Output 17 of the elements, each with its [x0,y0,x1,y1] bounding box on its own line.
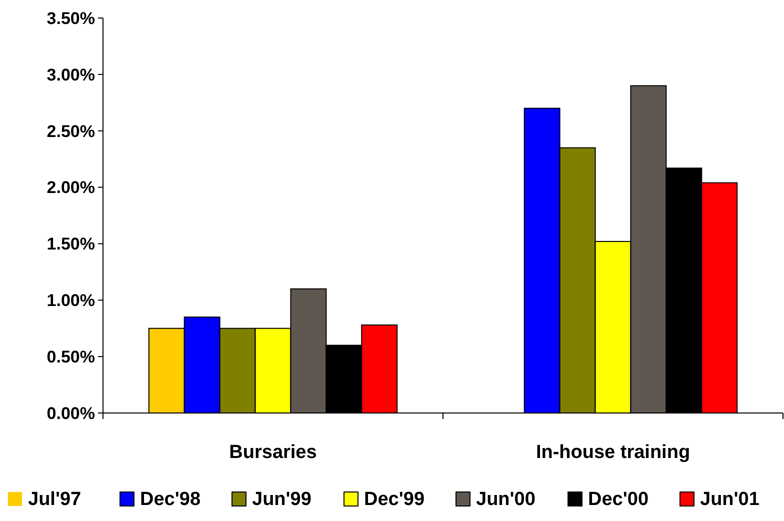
y-tick-label: 0.50% [46,348,95,367]
legend-label: Dec'98 [140,489,201,510]
legend-label: Jun'99 [252,489,312,510]
y-tick-label: 0.00% [46,404,95,423]
y-tick-label: 1.50% [46,234,95,254]
y-tick-label: 1.00% [46,291,95,310]
y-tick-label: 3.00% [46,65,95,84]
legend-label: Dec'00 [588,489,649,510]
legend-label: Dec'99 [364,489,425,510]
x-tick-label: Bursaries [229,442,317,463]
legend-label: Jun'00 [476,489,536,510]
y-tick-label: 2.00% [46,178,95,198]
legend-label: Jul'97 [28,489,82,510]
legend-label: Jun'01 [700,489,760,510]
y-tick-label: 3.50% [46,8,95,28]
y-tick-label: 2.50% [46,122,95,141]
x-tick-label: In-house training [536,442,690,463]
